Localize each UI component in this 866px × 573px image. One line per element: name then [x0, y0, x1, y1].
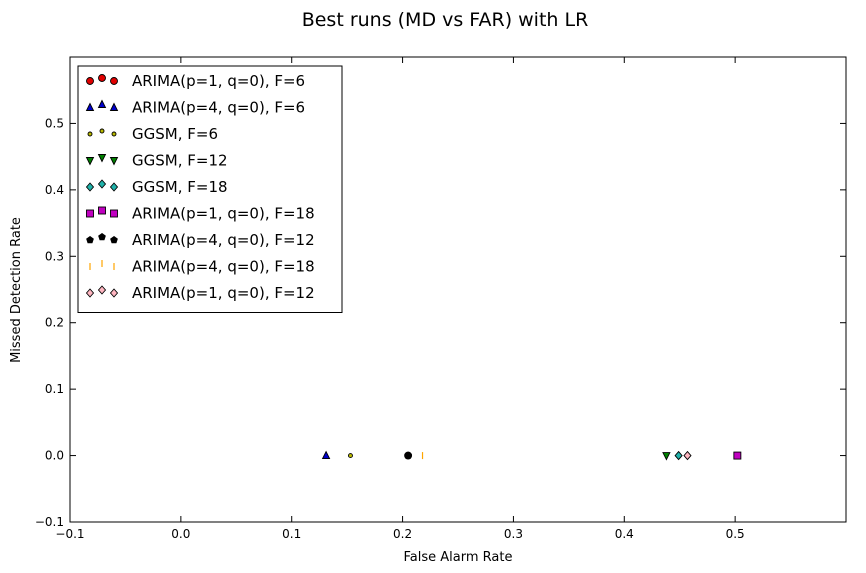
x-axis-label: False Alarm Rate [404, 550, 513, 565]
legend-marker [111, 131, 117, 137]
legend-marker [85, 157, 95, 166]
legend: ARIMA(p=1, q=0), F=6 ARIMA(p=4, q=0), F=6… [77, 65, 343, 313]
legend-marker [85, 182, 95, 192]
legend-marker [86, 77, 94, 85]
legend-marker [110, 209, 118, 218]
legend-marker [110, 77, 118, 85]
y-tick-label: 0.0 [45, 449, 64, 463]
legend-entry-label: GGSM, F=12 [132, 152, 228, 170]
legend-marker [85, 102, 95, 111]
legend-marker [109, 288, 119, 298]
data-point [733, 451, 742, 460]
x-tick-label: −0.1 [55, 527, 84, 541]
legend-marker [97, 99, 107, 108]
legend-marker [97, 285, 107, 295]
y-tick-label: 0.1 [45, 382, 64, 396]
legend-entry-label: ARIMA(p=1, q=0), F=6 [132, 72, 305, 90]
legend-marker [98, 206, 106, 215]
y-tick-label: 0.3 [45, 249, 64, 263]
legend-marker [87, 131, 93, 137]
x-tick-label: 0.1 [282, 527, 301, 541]
y-tick-label: −0.1 [35, 515, 64, 529]
legend-marker [85, 288, 95, 298]
legend-entry-label: ARIMA(p=4, q=0), F=18 [132, 258, 315, 276]
x-tick-label: 0.0 [171, 527, 190, 541]
y-tick-label: 0.5 [45, 116, 64, 130]
x-tick-label: 0.4 [615, 527, 634, 541]
chart-title: Best runs (MD vs FAR) with LR [302, 9, 589, 31]
data-point [674, 450, 683, 461]
legend-entry-label: ARIMA(p=4, q=0), F=6 [132, 99, 305, 117]
legend-marker [98, 74, 106, 82]
legend-marker [109, 157, 119, 166]
legend-entry-label: GGSM, F=18 [132, 178, 228, 196]
y-tick-label: 0.2 [45, 316, 64, 330]
y-axis-label: Missed Detection Rate [9, 217, 24, 363]
plot-frame [69, 56, 847, 523]
legend-marker [97, 154, 107, 163]
legend-marker [109, 102, 119, 111]
x-tick-label: 0.2 [393, 527, 412, 541]
legend-marker [99, 128, 105, 134]
legend-marker [109, 182, 119, 192]
legend-marker [86, 209, 94, 218]
x-tick-label: 0.3 [504, 527, 523, 541]
data-point [321, 450, 331, 460]
plot-area: −0.1 0.0 0.1 0.2 0.3 0.4 0.5 −0.1 0.0 0.1 0.2 0.3 0.… [35, 56, 847, 541]
legend-marker [98, 232, 106, 241]
data-point [683, 450, 692, 461]
data-point [348, 453, 353, 459]
legend-entry-label: GGSM, F=6 [132, 125, 218, 143]
legend-box [77, 65, 343, 313]
data-point [662, 452, 671, 461]
legend-entry-label: ARIMA(p=1, q=0), F=18 [132, 205, 315, 223]
legend-marker [86, 235, 94, 244]
y-tick-label: 0.4 [45, 183, 64, 197]
x-tick-label: 0.5 [726, 527, 745, 541]
legend-entry-label: ARIMA(p=4, q=0), F=12 [132, 231, 315, 249]
legend-marker [97, 179, 107, 189]
data-point [404, 451, 412, 459]
legend-entry-label: ARIMA(p=1, q=0), F=12 [132, 284, 315, 302]
legend-marker [110, 235, 118, 244]
